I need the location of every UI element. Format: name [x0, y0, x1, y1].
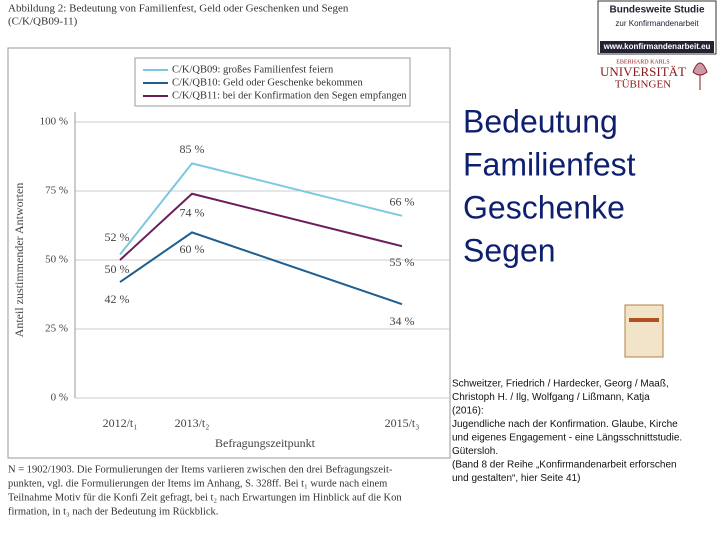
- chart-title: (C/K/QB09-11): [8, 16, 78, 28]
- slide-heading: Segen: [463, 232, 556, 268]
- book-title-band: [629, 318, 659, 322]
- value-label: 52 %: [105, 230, 130, 244]
- series-line: [119, 231, 403, 306]
- study-logo-title: Bundesweite Studie: [609, 5, 704, 16]
- citation-line: und eigenes Engagement - eine Längsschni…: [452, 433, 682, 444]
- citation-line: (Band 8 der Reihe „Konfirmandenarbeit er…: [452, 460, 677, 471]
- logo-band: [600, 41, 714, 53]
- study-logo-url: www.konfirmandenarbeit.eu: [603, 42, 711, 51]
- value-label: 55 %: [390, 255, 415, 269]
- y-axis-label: Anteil zustimmender Antworten: [12, 183, 26, 338]
- citation-line: Christoph H. / Ilg, Wolfgang / Lißmann, …: [452, 392, 650, 403]
- legend-label: C/K/QB09: großes Familienfest feiern: [172, 64, 334, 75]
- chart-note: punkten, vgl. die Formulierungen der Ite…: [8, 478, 387, 489]
- chart-note: N = 1902/1903. Die Formulierungen der It…: [8, 464, 393, 475]
- slide-heading: Bedeutung: [463, 103, 618, 139]
- chart-note: firmation, in t₃ nach der Bedeutung im R…: [8, 506, 218, 517]
- university-logo-text: EBERHARD KARLS: [616, 59, 670, 65]
- y-tick-label: 50 %: [45, 254, 68, 266]
- legend-box: [134, 57, 411, 107]
- citation-line: Gütersloh.: [452, 446, 498, 457]
- value-label: 74 %: [180, 206, 205, 220]
- citation-line: Jugendliche nach der Konfirmation. Glaub…: [452, 419, 678, 430]
- y-tick-label: 100 %: [40, 116, 68, 128]
- university-logo-text: UNIVERSITÄT: [600, 64, 686, 79]
- x-tick-label: 2013/t₂: [175, 416, 210, 430]
- slide-heading: Geschenke: [463, 189, 625, 225]
- value-label: 85 %: [180, 142, 205, 156]
- y-tick-label: 0 %: [51, 392, 68, 404]
- value-label: 42 %: [105, 292, 130, 306]
- value-label: 50 %: [105, 262, 130, 276]
- y-tick-label: 25 %: [45, 323, 68, 335]
- slide-heading: Familienfest: [463, 146, 636, 182]
- citation-line: und gestalten“, hier Seite 41): [452, 473, 580, 484]
- study-logo-sub: zur Konfirmandenarbeit: [615, 19, 699, 28]
- value-label: 34 %: [390, 314, 415, 328]
- legend-label: C/K/QB11: bei der Konfirmation den Segen…: [172, 90, 407, 101]
- legend-label: C/K/QB10: Geld oder Geschenke bekommen: [172, 77, 363, 88]
- x-tick-label: 2015/t₃: [385, 416, 420, 430]
- x-axis-label: Befragungszeitpunkt: [215, 436, 316, 450]
- university-logo-text: TÜBINGEN: [615, 79, 671, 91]
- chart-note: Teilnahme Motiv für die Konfi Zeit gefra…: [8, 492, 402, 503]
- university-seal: [692, 62, 708, 90]
- x-tick-label: 2012/t₁: [103, 416, 138, 430]
- book-cover: [624, 304, 664, 358]
- citation-line: Schweitzer, Friedrich / Hardecker, Georg…: [452, 379, 669, 390]
- chart-title: Abbildung 2: Bedeutung von Familienfest,…: [8, 3, 349, 15]
- series-line: [119, 162, 403, 256]
- citation-line: (2016):: [452, 406, 484, 417]
- series-line: [119, 192, 403, 261]
- value-label: 66 %: [390, 195, 415, 209]
- value-label: 60 %: [180, 242, 205, 256]
- y-tick-label: 75 %: [45, 185, 68, 197]
- chart-frame: [7, 47, 451, 459]
